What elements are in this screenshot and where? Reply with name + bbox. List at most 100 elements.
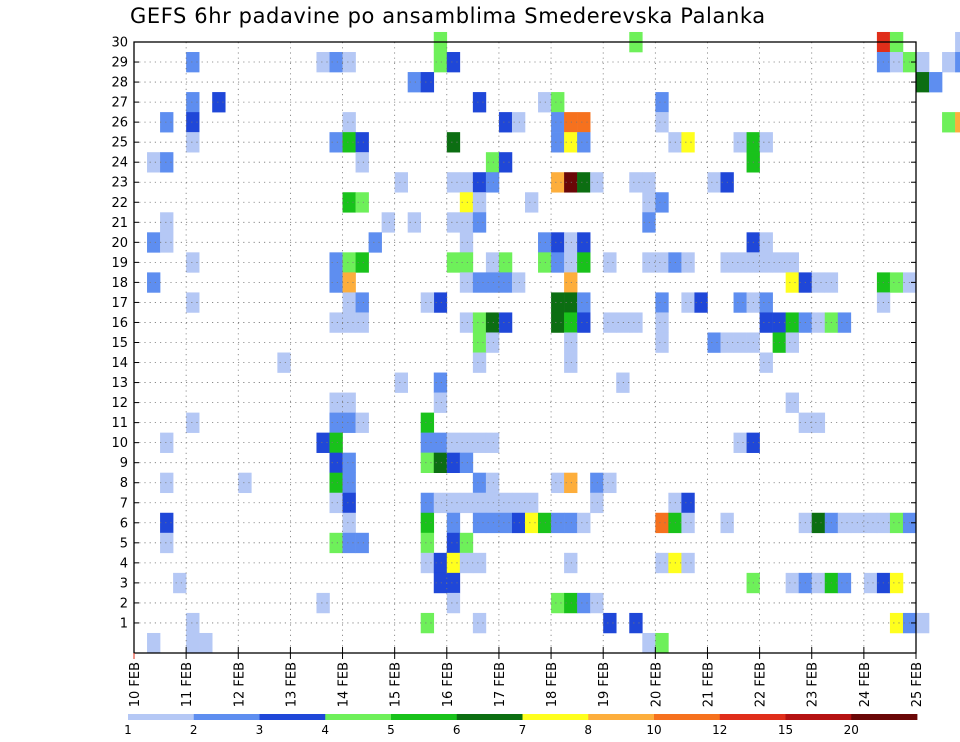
precip-cell: [786, 573, 799, 593]
precip-cell: [760, 292, 773, 312]
colorbar-swatch: [194, 714, 260, 720]
precip-cell: [551, 112, 564, 132]
precip-cell: [447, 52, 460, 72]
precip-cell: [447, 172, 460, 192]
precip-cell: [356, 292, 369, 312]
precip-cell: [760, 252, 773, 272]
precip-cell: [603, 252, 616, 272]
precip-cell: [238, 473, 251, 493]
precip-cell: [330, 493, 343, 513]
precip-cell: [551, 172, 564, 192]
precip-cell: [890, 573, 903, 593]
precip-cell: [890, 613, 903, 633]
precip-cell: [577, 513, 590, 533]
x-tick-label: 10 FEB: [128, 662, 143, 707]
precip-cell: [655, 513, 668, 533]
precip-cell: [916, 613, 929, 633]
colorbar-label: 7: [519, 723, 527, 737]
x-tick-label: 13 FEB: [284, 662, 299, 707]
x-tick-label: 21 FEB: [701, 662, 716, 707]
y-tick-label: 8: [120, 476, 128, 491]
y-tick-label: 29: [111, 56, 128, 71]
precip-cell: [330, 533, 343, 553]
precip-cell: [473, 272, 486, 292]
precip-cell: [577, 312, 590, 332]
precip-cell: [929, 72, 942, 92]
y-tick-label: 19: [111, 256, 128, 271]
precip-cell: [629, 613, 642, 633]
x-tick-label: 25 FEB: [910, 662, 925, 707]
y-tick-label: 20: [111, 236, 128, 251]
precip-cell: [707, 332, 720, 352]
colorbar-swatch: [588, 714, 654, 720]
precip-cell: [199, 633, 212, 653]
precip-cell: [343, 132, 356, 152]
colorbar-label: 20: [844, 723, 859, 737]
precip-cell: [356, 192, 369, 212]
precip-cell: [316, 52, 329, 72]
precip-cell: [447, 573, 460, 593]
y-tick-label: 3: [120, 576, 128, 591]
precip-cell: [369, 232, 382, 252]
y-tick-label: 24: [111, 156, 128, 171]
y-tick-label: 17: [111, 296, 128, 311]
precip-cell: [421, 292, 434, 312]
precip-cell: [734, 292, 747, 312]
precip-cell: [356, 312, 369, 332]
precip-cell: [473, 212, 486, 232]
precip-cell: [316, 433, 329, 453]
colorbar-label: 4: [321, 723, 329, 737]
precip-cell: [447, 593, 460, 613]
precip-cell: [603, 473, 616, 493]
colorbar-label: 5: [387, 723, 395, 737]
colorbar-label: 3: [256, 723, 264, 737]
precip-cell: [421, 433, 434, 453]
precip-cell: [447, 493, 460, 513]
precip-cell: [955, 112, 960, 132]
colorbar: 1 2 3 4 5 6 7 8 10 12 15 20: [124, 714, 917, 737]
precip-cell: [421, 72, 434, 92]
precip-cell: [330, 433, 343, 453]
colorbar-label: 6: [453, 723, 461, 737]
precip-cell: [343, 393, 356, 413]
precip-cell: [525, 192, 538, 212]
colorbar-label: 12: [712, 723, 727, 737]
precip-cell: [499, 112, 512, 132]
precip-cell: [577, 593, 590, 613]
precip-cell: [473, 513, 486, 533]
precip-cell: [551, 513, 564, 533]
colorbar-swatch: [457, 714, 523, 720]
colorbar-swatch: [786, 714, 852, 720]
precip-cell: [356, 533, 369, 553]
precip-cell: [707, 172, 720, 192]
precip-cell: [343, 252, 356, 272]
precip-cell: [356, 413, 369, 433]
precip-cell: [577, 232, 590, 252]
precip-cell: [343, 473, 356, 493]
precip-cell: [603, 312, 616, 332]
x-tick-label: 15 FEB: [389, 662, 404, 707]
y-tick-label: 25: [111, 136, 128, 151]
precip-cell: [655, 633, 668, 653]
colorbar-swatch: [654, 714, 720, 720]
precip-cell: [681, 292, 694, 312]
precip-cell: [447, 553, 460, 573]
colorbar-swatch: [523, 714, 589, 720]
precip-cell: [629, 312, 642, 332]
x-tick-label: 20 FEB: [649, 662, 664, 707]
precip-cell: [473, 192, 486, 212]
precip-cell: [330, 473, 343, 493]
colorbar-swatch: [720, 714, 786, 720]
precip-cell: [551, 473, 564, 493]
y-tick-label: 13: [111, 376, 128, 391]
precip-cell: [330, 312, 343, 332]
x-tick-label: 23 FEB: [806, 662, 821, 707]
y-tick-label: 11: [111, 416, 128, 431]
precip-cell: [147, 272, 160, 292]
precip-cell: [330, 413, 343, 433]
precip-cell: [838, 312, 851, 332]
precip-cell: [655, 332, 668, 352]
precip-cell: [603, 613, 616, 633]
y-tick-label: 6: [120, 516, 128, 531]
precip-cell: [812, 513, 825, 533]
